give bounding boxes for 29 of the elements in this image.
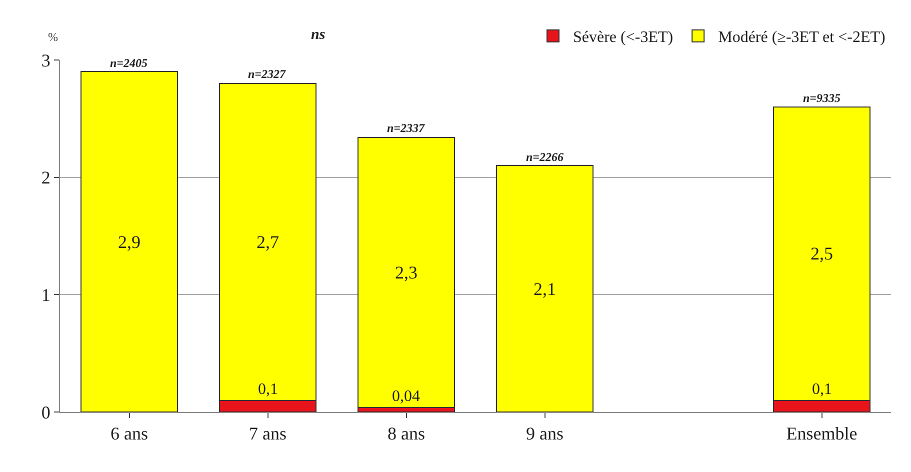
data-label: 0,1 [258,381,278,398]
bar [80,71,178,412]
annotation: n=2327 [248,67,287,81]
x-tick-label: 6 ans [110,424,148,444]
legend-label: Modéré (≥-3ET et <-2ET) [718,29,886,46]
data-label: 0,04 [392,388,420,405]
x-tick-label: Ensemble [786,424,858,444]
y-tick-label: 3 [41,50,50,70]
y-tick-label: 0 [41,402,50,422]
data-label: 2,7 [256,232,280,252]
x-tick-label: 7 ans [249,424,286,444]
x-tick-label: 9 ans [526,424,564,444]
legend-label: Sévère (<-3ET) [573,29,674,46]
text: ns [311,27,326,43]
data-label: 2,1 [534,278,556,299]
annotation: n=9335 [803,91,841,105]
x-tick-label: 8 ans [388,424,425,444]
annotation: n=2266 [526,150,564,164]
bar [357,136,456,408]
y-tick-label: 1 [41,284,50,305]
data-label: 2,5 [810,244,834,264]
annotation: n=2337 [387,121,426,135]
data-label: 2,9 [118,232,141,252]
bar [496,165,594,412]
y-axis-title: % [48,30,58,44]
data-label: 0,1 [812,381,832,398]
y-tick-label: 2 [41,168,50,188]
data-label: 2,3 [395,262,418,282]
annotation: n=2405 [110,56,148,70]
